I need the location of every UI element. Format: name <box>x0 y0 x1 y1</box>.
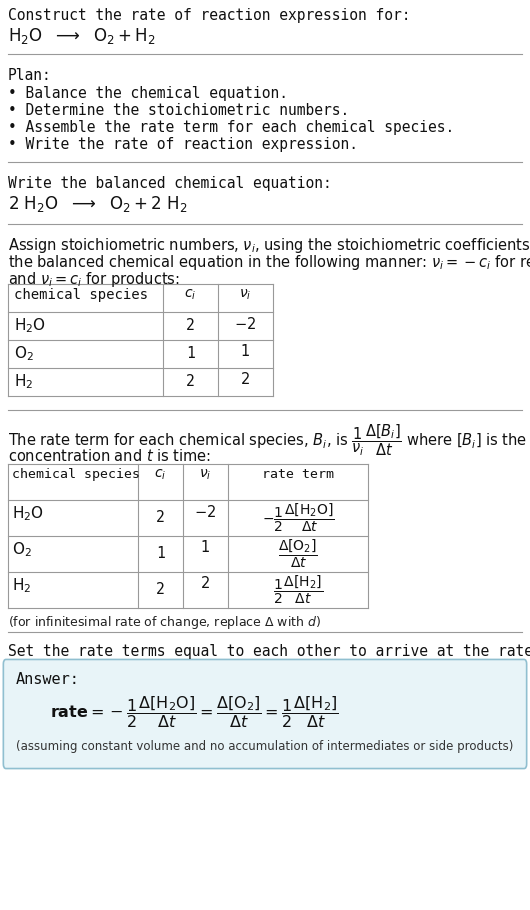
Text: $\mathbf{rate} = -\dfrac{1}{2}\dfrac{\Delta[\mathrm{H_2O}]}{\Delta t} = \dfrac{\: $\mathbf{rate} = -\dfrac{1}{2}\dfrac{\De… <box>50 694 339 730</box>
Text: $\mathrm{H_2O}$: $\mathrm{H_2O}$ <box>14 316 46 335</box>
Text: Plan:: Plan: <box>8 68 52 83</box>
Text: $\nu_i$: $\nu_i$ <box>199 468 211 482</box>
Text: $\mathrm{H_2O}$  $\longrightarrow$  $\mathrm{O_2 + H_2}$: $\mathrm{H_2O}$ $\longrightarrow$ $\math… <box>8 26 156 46</box>
Text: $\dfrac{\Delta[\mathrm{O_2}]}{\Delta t}$: $\dfrac{\Delta[\mathrm{O_2}]}{\Delta t}$ <box>278 538 318 571</box>
Text: 2: 2 <box>241 372 250 387</box>
Text: concentration and $t$ is time:: concentration and $t$ is time: <box>8 448 211 464</box>
Text: chemical species: chemical species <box>12 468 140 481</box>
Text: $\mathrm{O_2}$: $\mathrm{O_2}$ <box>14 344 34 363</box>
Text: Write the balanced chemical equation:: Write the balanced chemical equation: <box>8 176 332 191</box>
Text: $-2$: $-2$ <box>195 504 217 520</box>
Text: Assign stoichiometric numbers, $\nu_i$, using the stoichiometric coefficients, $: Assign stoichiometric numbers, $\nu_i$, … <box>8 236 530 255</box>
Text: $-2$: $-2$ <box>234 316 257 332</box>
Text: $\mathrm{O_2}$: $\mathrm{O_2}$ <box>12 540 32 559</box>
Text: 1: 1 <box>186 346 195 361</box>
Text: $\mathrm{H_2O}$: $\mathrm{H_2O}$ <box>12 504 44 522</box>
Text: • Write the rate of reaction expression.: • Write the rate of reaction expression. <box>8 137 358 152</box>
Text: 2: 2 <box>201 576 210 591</box>
Text: (for infinitesimal rate of change, replace $\Delta$ with $d$): (for infinitesimal rate of change, repla… <box>8 614 321 631</box>
Text: 2: 2 <box>186 318 195 333</box>
Text: • Balance the chemical equation.: • Balance the chemical equation. <box>8 86 288 101</box>
Text: 1: 1 <box>156 546 165 561</box>
Text: $c_i$: $c_i$ <box>184 288 197 302</box>
Text: chemical species: chemical species <box>14 288 148 302</box>
Text: • Determine the stoichiometric numbers.: • Determine the stoichiometric numbers. <box>8 103 349 118</box>
Text: 1: 1 <box>241 344 250 359</box>
Text: $-\dfrac{1}{2}\dfrac{\Delta[\mathrm{H_2O}]}{\Delta t}$: $-\dfrac{1}{2}\dfrac{\Delta[\mathrm{H_2O… <box>262 502 334 534</box>
Text: and $\nu_i = c_i$ for products:: and $\nu_i = c_i$ for products: <box>8 270 180 289</box>
Text: $\mathrm{H_2}$: $\mathrm{H_2}$ <box>12 576 31 595</box>
Text: The rate term for each chemical species, $B_i$, is $\dfrac{1}{\nu_i}\dfrac{\Delt: The rate term for each chemical species,… <box>8 422 530 458</box>
Text: Answer:: Answer: <box>16 672 80 687</box>
Text: $c_i$: $c_i$ <box>154 468 166 482</box>
Text: $\mathrm{2\ H_2O}$  $\longrightarrow$  $\mathrm{O_2 + 2\ H_2}$: $\mathrm{2\ H_2O}$ $\longrightarrow$ $\m… <box>8 194 188 214</box>
Text: Construct the rate of reaction expression for:: Construct the rate of reaction expressio… <box>8 8 411 23</box>
Text: $\mathrm{H_2}$: $\mathrm{H_2}$ <box>14 372 33 390</box>
Text: rate term: rate term <box>262 468 334 481</box>
Text: Set the rate terms equal to each other to arrive at the rate expression:: Set the rate terms equal to each other t… <box>8 644 530 659</box>
Text: 2: 2 <box>156 582 165 597</box>
Text: $\nu_i$: $\nu_i$ <box>240 288 252 302</box>
Text: $\dfrac{1}{2}\dfrac{\Delta[\mathrm{H_2}]}{\Delta t}$: $\dfrac{1}{2}\dfrac{\Delta[\mathrm{H_2}]… <box>273 574 323 606</box>
Text: the balanced chemical equation in the following manner: $\nu_i = -c_i$ for react: the balanced chemical equation in the fo… <box>8 253 530 272</box>
FancyBboxPatch shape <box>3 660 527 769</box>
Text: 2: 2 <box>156 510 165 525</box>
Text: (assuming constant volume and no accumulation of intermediates or side products): (assuming constant volume and no accumul… <box>16 740 514 753</box>
Text: • Assemble the rate term for each chemical species.: • Assemble the rate term for each chemic… <box>8 120 454 135</box>
Text: 2: 2 <box>186 374 195 389</box>
Text: 1: 1 <box>201 540 210 555</box>
